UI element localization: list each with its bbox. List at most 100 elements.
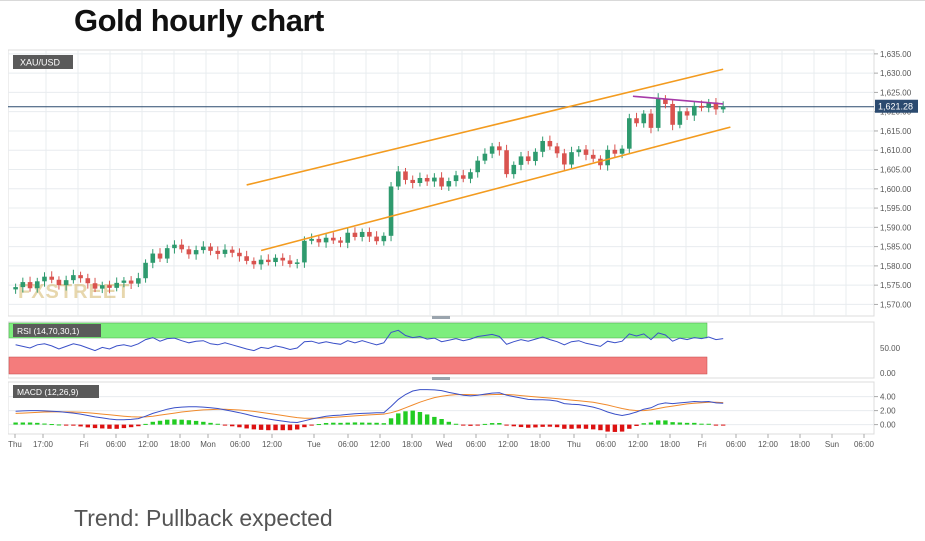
candle-body <box>251 260 257 265</box>
candle-body <box>244 256 249 261</box>
macd-hist-bar <box>193 420 199 425</box>
time-tick-label: Fri <box>697 440 707 449</box>
time-axis: Thu 17:00 Fri 06:00 12:00 18:00 Mon 06:00 12:00 T… <box>8 434 875 449</box>
panel-resize-handle[interactable] <box>432 316 450 319</box>
candle-body <box>554 146 560 154</box>
candle-body <box>374 236 379 242</box>
time-tick-label: 12:00 <box>138 440 159 449</box>
candle-body <box>410 179 416 183</box>
macd-hist-bar <box>518 424 524 428</box>
macd-hist-bar <box>627 424 632 429</box>
macd-hist-bar <box>237 424 242 428</box>
trend-text: Trend: Pullback expected <box>74 505 333 531</box>
macd-hist-bar <box>634 424 639 426</box>
macd-hist-bar <box>316 424 322 426</box>
macd-hist-bar <box>720 424 726 426</box>
rsi-oversold-zone <box>8 356 708 375</box>
candle-body <box>85 278 91 284</box>
candle-body <box>684 111 690 116</box>
price-tick-label: 1,600.00 <box>880 185 912 194</box>
macd-hist-bar <box>85 424 91 428</box>
macd-hist-bar <box>670 422 675 425</box>
macd-hist-bar <box>374 422 379 425</box>
time-tick-label: 06:00 <box>230 440 251 449</box>
candle-body <box>330 237 336 241</box>
candle-body <box>186 249 192 255</box>
candle-body <box>128 280 134 284</box>
candle-body <box>547 140 553 147</box>
macd-hist-bar <box>35 422 40 425</box>
candle-body <box>273 257 278 263</box>
macd-hist-bar <box>143 423 148 425</box>
candle-body <box>237 252 242 257</box>
time-tick-label: 18:00 <box>530 440 551 449</box>
candle-body <box>107 285 112 288</box>
price-tick-label: 1,630.00 <box>880 69 912 78</box>
macd-hist-bar <box>533 424 538 428</box>
candle-body <box>562 153 567 165</box>
time-tick-label: Thu <box>567 440 581 449</box>
macd-hist-bar <box>172 419 177 425</box>
macd-hist-bar <box>526 424 531 428</box>
macd-hist-bar <box>56 424 62 426</box>
candle-body <box>489 146 495 154</box>
candle-body <box>525 156 531 162</box>
macd-hist-bar <box>540 424 545 427</box>
rsi-badge <box>13 324 101 337</box>
macd-hist-bar <box>230 424 235 427</box>
macd-tick-label: 0.00 <box>880 421 896 430</box>
time-tick-label: 06:00 <box>596 440 617 449</box>
macd-hist-bar <box>208 422 213 425</box>
candle-body <box>576 149 582 153</box>
top-rule <box>0 0 925 1</box>
candle-body <box>294 262 300 264</box>
macd-tick-label: 4.00 <box>880 393 896 402</box>
macd-hist-bar <box>244 424 249 429</box>
candle-body <box>34 281 40 289</box>
candle-body <box>157 253 163 259</box>
time-tick-label: 06:00 <box>466 440 487 449</box>
candle-body <box>713 102 719 110</box>
last-price-tag: 1,621.28 <box>875 99 918 113</box>
price-tick-label: 1,580.00 <box>880 262 912 271</box>
candle-body <box>388 186 394 236</box>
macd-hist-bar <box>215 423 220 425</box>
time-tick-label: 06:00 <box>106 440 127 449</box>
time-tick-label: Mon <box>200 440 216 449</box>
candle-body <box>641 113 647 124</box>
candle-body <box>258 259 264 265</box>
macd-hist-bar <box>453 423 459 425</box>
candle-body <box>518 156 524 165</box>
time-tick-label: 18:00 <box>660 440 681 449</box>
macd-hist-bar <box>20 422 26 425</box>
candle-body <box>121 280 127 283</box>
candles <box>13 93 726 294</box>
macd-badge <box>13 385 99 398</box>
macd-hist-bar <box>619 424 625 432</box>
macd-hist-bar <box>186 420 192 425</box>
candle-body <box>634 118 639 124</box>
resistance-line <box>632 95 724 105</box>
price-tick-label: 1,570.00 <box>880 300 912 309</box>
candle-body <box>215 250 221 254</box>
candle-body <box>316 238 322 243</box>
candle-body <box>193 250 199 255</box>
candle-body <box>663 98 668 104</box>
time-tick-label: 06:00 <box>726 440 747 449</box>
candle-body <box>13 287 18 290</box>
macd-hist-bar <box>345 422 350 425</box>
time-tick-label: Wed <box>436 440 452 449</box>
rsi-line <box>15 329 724 352</box>
macd-hist-bar <box>475 424 480 426</box>
macd-hist-bar <box>359 422 365 425</box>
time-tick-label: 06:00 <box>338 440 359 449</box>
candle-body <box>114 282 119 288</box>
gold-hourly-chart[interactable]: FXSTREET 1,570.00 1,575.00 1,580.00 1,585.0… <box>7 48 918 458</box>
candle-body <box>619 148 625 154</box>
macd-hist-bar <box>273 424 278 431</box>
macd-hist-bar <box>78 424 83 427</box>
candle-body <box>540 140 545 152</box>
candle-body <box>150 253 156 263</box>
macd-tick-label: 2.00 <box>880 407 896 416</box>
panel-resize-handle[interactable] <box>432 377 450 380</box>
